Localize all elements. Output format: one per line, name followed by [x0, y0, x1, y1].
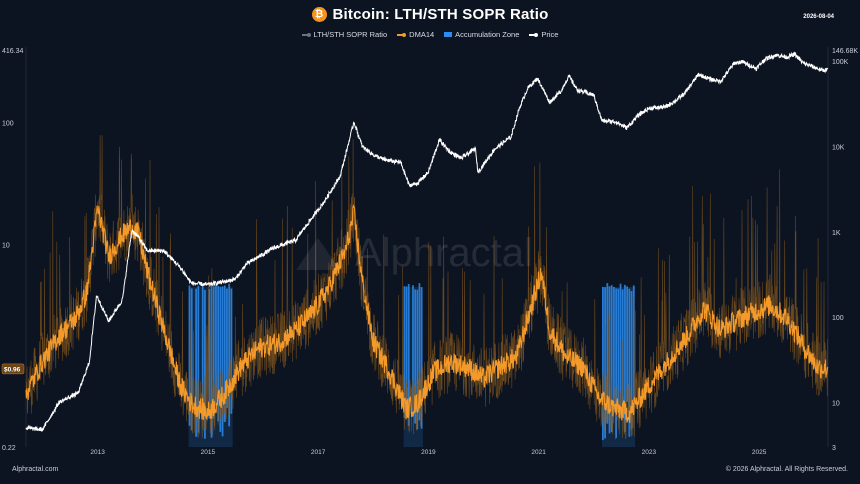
accumulation-zone-1-bar	[219, 286, 222, 432]
accumulation-zone-1-bar	[223, 285, 226, 422]
legend-price-dot-icon	[534, 32, 539, 37]
footer-copyright: © 2026 Alphractal. All Rights Reserved.	[725, 466, 848, 473]
watermark-logo-icon	[296, 238, 340, 270]
legend-item-dma14[interactable]: DMA14	[397, 30, 434, 39]
left-axis-tick: 0.22	[2, 445, 16, 452]
x-axis-tick: 2013	[90, 449, 105, 456]
accumulation-zone-2-bar	[416, 289, 419, 430]
legend-ratio-dot-icon	[306, 32, 311, 37]
current-value-badge	[1, 363, 25, 375]
right-axis-tick: 10	[832, 400, 840, 407]
x-axis-tick: 2021	[531, 449, 546, 456]
legend-label-ratio: LTH/STH SOPR Ratio	[313, 30, 388, 39]
legend-label-dma14: DMA14	[409, 30, 435, 39]
legend-accumulation-box-icon	[444, 32, 453, 37]
accumulation-zone-1-bar	[201, 284, 204, 409]
accumulation-zone-1-bar	[190, 288, 193, 431]
chart-header: ₿ Bitcoin: LTH/STH SOPR Ratio	[0, 6, 860, 23]
legend-item-ratio[interactable]: LTH/STH SOPR Ratio	[301, 30, 388, 39]
x-axis-tick: 2019	[421, 449, 436, 456]
accumulation-zone-1-bar	[212, 286, 215, 419]
accumulation-zone-3-bar	[606, 283, 609, 424]
left-axis-tick: 100	[2, 121, 14, 128]
accumulation-zone-1-bar	[226, 288, 228, 409]
accumulation-zone-3-bar	[619, 283, 622, 409]
accumulation-zone-2-bar	[405, 286, 408, 403]
accumulation-zone-3-bar	[613, 286, 615, 410]
accumulation-zone-1-bar	[197, 285, 200, 433]
legend: LTH/STH SOPR Ratio DMA14 Accumulation Zo…	[0, 30, 860, 39]
left-axis-tick: 416.34	[2, 48, 24, 55]
accumulation-zone-1-bar	[228, 283, 231, 427]
accumulation-zone-2-bar	[407, 284, 410, 426]
accumulation-zone-3-bar	[602, 286, 604, 441]
legend-label-accumulation: Accumulation Zone	[455, 30, 520, 39]
legend-dma-line-icon	[397, 33, 406, 36]
date-label: 2026-08-04	[803, 14, 834, 20]
accumulation-zone-2-bar	[420, 287, 423, 429]
right-axis-tick: 1K	[832, 230, 841, 237]
accumulation-zone-1-bar	[188, 285, 191, 426]
accumulation-zone-3-bar	[628, 288, 631, 437]
right-axis-tick: 146.68K	[832, 48, 858, 55]
legend-item-accumulation[interactable]: Accumulation Zone	[444, 30, 519, 39]
accumulation-zone-2-bar	[414, 289, 417, 424]
legend-item-price[interactable]: Price	[529, 30, 558, 39]
bitcoin-icon: ₿	[311, 7, 327, 22]
accumulation-zone-3-bar	[617, 288, 620, 407]
accumulation-zone-1-bar	[195, 288, 197, 437]
x-axis-tick: 2015	[201, 449, 216, 456]
x-axis-tick: 2025	[752, 449, 767, 456]
series-dma14	[25, 204, 829, 423]
accumulation-zone-1-bar	[230, 288, 233, 414]
legend-ratio-line-icon	[301, 33, 310, 36]
current-value-label: $0.96	[4, 366, 21, 373]
accumulation-zone-2-bar	[412, 285, 414, 417]
legend-dma-dot-icon	[402, 32, 407, 37]
accumulation-zone-1-bar	[217, 286, 220, 422]
accumulation-zone-3-bar	[615, 288, 617, 438]
series-price	[25, 51, 829, 432]
watermark: Alphractal	[355, 231, 533, 275]
chart-title: Bitcoin: LTH/STH SOPR Ratio	[332, 6, 549, 23]
left-axis-tick: 10	[2, 243, 10, 250]
accumulation-zone-3-bar	[624, 284, 626, 433]
accumulation-zone-1-bar	[204, 289, 206, 439]
accumulation-zone-3-bar	[621, 289, 624, 417]
accumulation-zone-3-bar	[630, 290, 633, 430]
accumulation-zone-3-bar	[626, 286, 629, 402]
right-axis-tick: 10K	[832, 144, 845, 151]
right-axis-tick: 3	[832, 445, 836, 452]
legend-price-line-icon	[529, 33, 538, 36]
x-axis-tick: 2017	[311, 449, 326, 456]
accumulation-zone-1-bar	[215, 284, 217, 406]
accumulation-zone-2-bar	[418, 283, 421, 421]
right-axis-tick: 100	[832, 315, 844, 322]
legend-label-price: Price	[541, 30, 559, 39]
footer-site: Alphractal.com	[12, 466, 59, 473]
accumulation-zone-1-bar	[221, 286, 224, 437]
accumulation-zone-1-bar	[208, 288, 211, 419]
accumulation-zone-2-bar	[403, 286, 406, 418]
x-axis-tick: 2023	[642, 449, 657, 456]
right-axis-tick: 100K	[832, 59, 849, 66]
accumulation-zone-3-bar	[610, 285, 613, 432]
